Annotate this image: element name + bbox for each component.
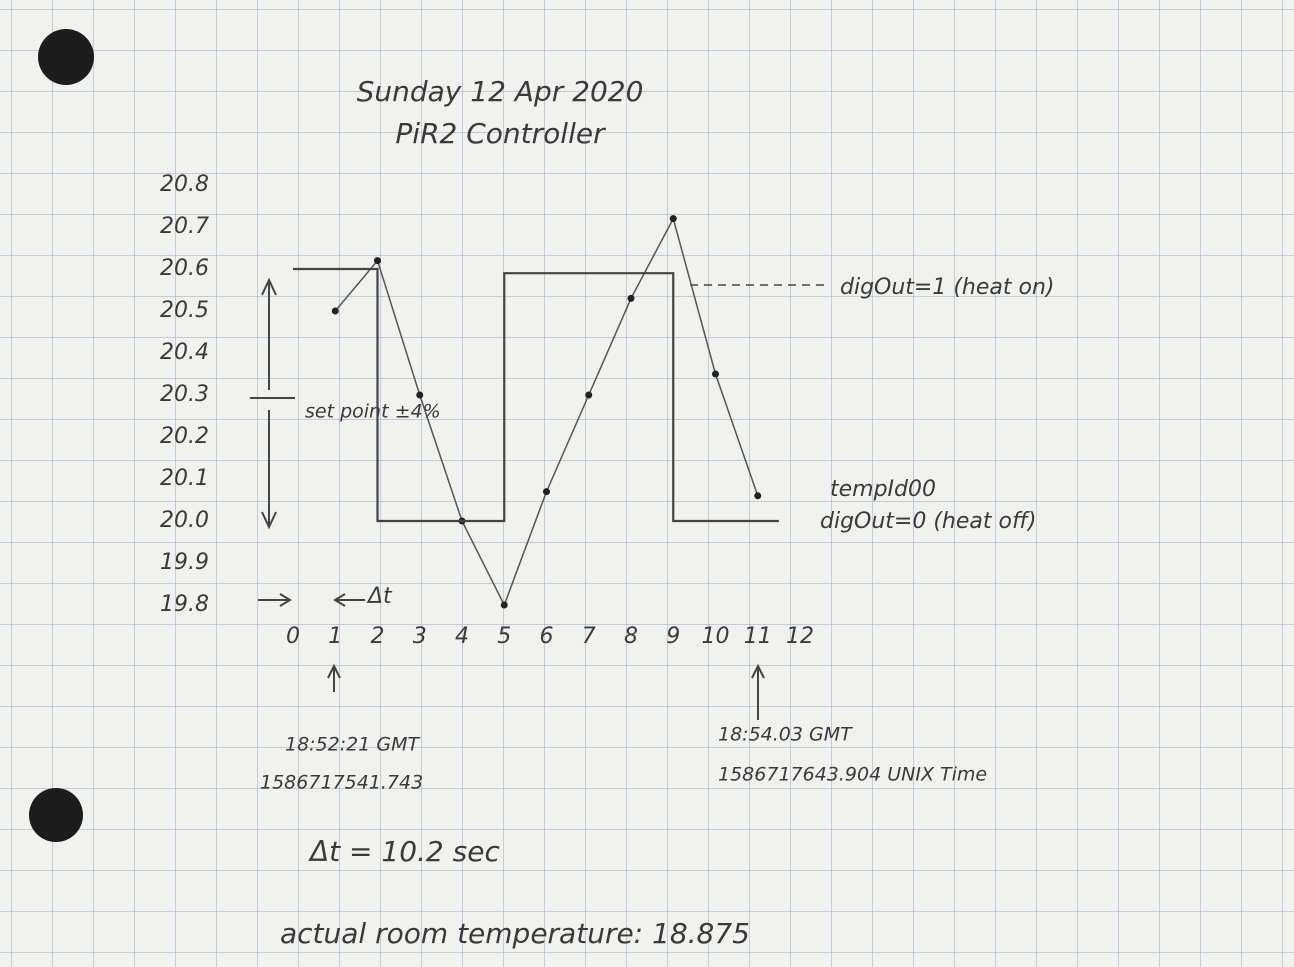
y-tick-label: 20.7 [160, 214, 209, 239]
annotation: 1586717643.904 UNIX Time [718, 764, 987, 786]
x-tick-label: 3 [413, 624, 427, 649]
x-tick-label: 2 [371, 624, 385, 649]
temperature-point [585, 392, 592, 399]
y-tick-label: 20.0 [160, 508, 209, 533]
annotation: Δt = 10.2 sec [308, 835, 500, 868]
temperature-point [754, 492, 761, 499]
annotation: actual room temperature: 18.875 [280, 917, 750, 950]
x-tick-label: 10 [702, 624, 730, 649]
x-tick-label: 4 [455, 624, 469, 649]
y-tick-label: 20.2 [160, 424, 209, 449]
chart-subtitle: PiR2 Controller [395, 117, 606, 150]
annotation: set point ±4% [305, 401, 441, 423]
annotation: Δt [366, 584, 393, 609]
temperature-point [628, 295, 635, 302]
x-tick-label: 9 [666, 624, 680, 649]
y-tick-label: 20.3 [160, 382, 209, 407]
x-tick-label: 0 [286, 624, 300, 649]
y-tick-label: 19.9 [160, 550, 209, 575]
y-tick-label: 20.5 [160, 298, 209, 323]
y-tick-label: 20.4 [160, 340, 209, 365]
temperature-point [416, 392, 423, 399]
annotation: digOut=0 (heat off) [820, 509, 1036, 534]
chart-title: Sunday 12 Apr 2020 [357, 75, 644, 108]
temperature-point [543, 488, 550, 495]
page: {"chart_data": {"type": "line", "title":… [0, 0, 1294, 967]
punch-hole [38, 29, 94, 85]
y-tick-label: 19.8 [160, 592, 209, 617]
punch-hole [29, 788, 83, 842]
x-tick-label: 11 [744, 624, 772, 649]
annotation: digOut=1 (heat on) [840, 275, 1055, 300]
temperature-point [332, 308, 339, 315]
x-tick-label: 8 [624, 624, 638, 649]
y-tick-label: 20.8 [160, 172, 209, 197]
temperature-point [501, 602, 508, 609]
x-tick-label: 6 [540, 624, 554, 649]
x-tick-label: 12 [786, 624, 814, 649]
temperature-point [374, 257, 381, 264]
annotation: 18:54.03 GMT [718, 724, 853, 746]
x-tick-label: 7 [582, 624, 596, 649]
y-tick-label: 20.6 [160, 256, 209, 281]
x-tick-label: 1 [328, 624, 342, 649]
chart: Sunday 12 Apr 2020 PiR2 Controller set p… [0, 0, 1294, 967]
annotation: 18:52:21 GMT [285, 734, 420, 756]
y-tick-label: 20.1 [160, 466, 209, 491]
annotation: tempId00 [830, 477, 936, 502]
temperature-point [712, 371, 719, 378]
x-tick-label: 5 [497, 624, 511, 649]
temperature-point [670, 215, 677, 222]
annotation: 1586717541.743 [260, 772, 423, 794]
